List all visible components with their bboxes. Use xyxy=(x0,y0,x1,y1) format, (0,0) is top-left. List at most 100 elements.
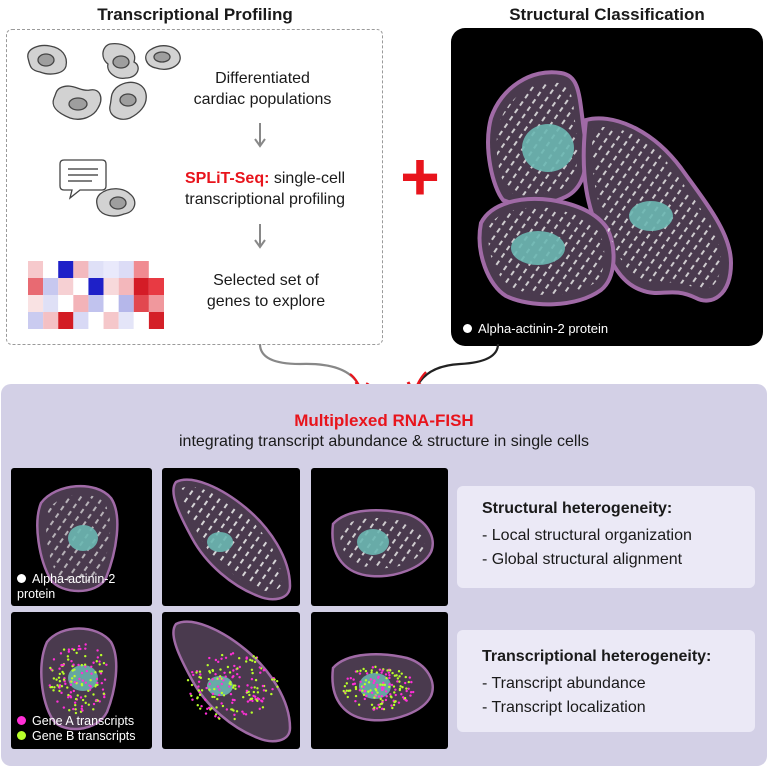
transcript-dot xyxy=(207,677,211,681)
transcript-dot xyxy=(357,703,361,706)
transcript-dot xyxy=(370,669,373,672)
transcript-dot xyxy=(233,713,236,717)
transcript-dot xyxy=(211,692,215,696)
transcript-dot xyxy=(71,669,74,672)
transcript-dot xyxy=(375,707,379,710)
transcript-dot xyxy=(249,658,252,662)
heatmap-cell xyxy=(103,278,119,295)
transcript-dot xyxy=(384,673,388,676)
transcript-dot xyxy=(98,660,101,663)
transcript-dot xyxy=(214,715,217,718)
transcript-dot xyxy=(77,663,80,667)
heatmap-cell xyxy=(58,295,74,312)
transcript-dot xyxy=(62,706,66,709)
transcript-dot xyxy=(84,695,87,698)
transcript-dot xyxy=(400,693,403,696)
transcript-dot xyxy=(381,669,384,672)
gene-a-dot-icon xyxy=(17,716,26,726)
transcript-dot xyxy=(75,651,78,655)
transcript-dot xyxy=(90,665,93,668)
transcript-dot xyxy=(384,698,388,702)
down-arrow-icon xyxy=(254,224,266,249)
transcript-dot xyxy=(404,681,407,685)
transcript-dot xyxy=(374,687,377,691)
protein-panel-2 xyxy=(162,468,300,606)
heatmap-cell xyxy=(73,261,89,278)
transcript-dot xyxy=(73,701,77,704)
transcript-dot xyxy=(204,712,208,715)
step2-rest: single-cell xyxy=(269,170,346,187)
rna-fish-subtitle: integrating transcript abundance & struc… xyxy=(179,433,589,450)
transcript-dot xyxy=(246,684,249,687)
transcriptional-item: - Transcript localization xyxy=(482,699,646,716)
transcript-dot xyxy=(348,689,352,692)
transcript-dot xyxy=(204,698,207,701)
transcript-dot xyxy=(381,688,384,691)
transcript-dot xyxy=(208,682,211,686)
transcript-dot xyxy=(70,677,74,680)
rna-fish-title: Multiplexed RNA-FISH xyxy=(294,411,474,430)
heatmap-cell xyxy=(43,312,59,329)
step2-line2: transcriptional profiling xyxy=(184,191,346,208)
transcript-dot xyxy=(379,683,382,686)
transcript-dot xyxy=(397,701,401,704)
heatmap-cell xyxy=(103,261,119,278)
heatmap-cell xyxy=(88,312,104,329)
transcript-dot xyxy=(84,701,87,705)
transcript-dot xyxy=(380,695,384,698)
transcript-dot xyxy=(99,672,103,675)
transcript-dot xyxy=(218,677,222,680)
transcript-dot xyxy=(380,702,384,705)
protein-dot-icon xyxy=(17,574,26,584)
transcript-dot xyxy=(105,663,108,666)
transcript-dot xyxy=(92,702,96,706)
transcript-dot xyxy=(214,713,218,716)
transcript-dot xyxy=(244,713,248,716)
transcript-dot xyxy=(352,678,355,681)
transcript-dot xyxy=(218,675,222,678)
transcript-dot xyxy=(233,717,236,721)
transcript-dot xyxy=(246,700,250,703)
transcript-dot xyxy=(231,698,235,702)
plus-sign: + xyxy=(400,139,440,215)
transcript-dot xyxy=(219,668,222,671)
transcript-dot xyxy=(375,671,379,674)
transcript-dot xyxy=(261,700,264,703)
transcript-dot xyxy=(354,699,357,703)
protein-panel-3 xyxy=(311,468,448,606)
transcript-dot xyxy=(364,679,368,682)
transcript-dot xyxy=(383,683,387,687)
transcript-dot xyxy=(228,685,231,688)
transcript-dot xyxy=(343,685,347,688)
transcript-dot xyxy=(94,671,97,674)
transcript-dot xyxy=(98,670,102,673)
transcript-dot xyxy=(362,693,366,697)
transcript-dot xyxy=(103,695,106,699)
transcript-dot xyxy=(66,696,70,699)
transcript-dot xyxy=(389,693,392,696)
transcript-dot xyxy=(208,656,211,660)
protein-panel-1: Alpha-actinin-2 protein xyxy=(11,468,152,606)
transcript-dot xyxy=(58,679,62,683)
transcript-dot xyxy=(254,656,258,660)
transcript-dot xyxy=(196,704,199,707)
transcript-dot xyxy=(363,682,367,686)
transcript-dot xyxy=(370,703,374,706)
transcript-dot xyxy=(95,677,99,681)
transcript-dot xyxy=(384,690,388,693)
heatmap-cell xyxy=(88,295,104,312)
transcript-dot xyxy=(371,666,375,669)
transcript-dot xyxy=(376,686,379,689)
transcript-dot xyxy=(60,663,63,667)
transcript-dot xyxy=(405,687,408,690)
transcript-dot xyxy=(79,647,82,651)
transcript-dot xyxy=(394,688,397,691)
transcript-dot xyxy=(225,708,229,711)
transcript-dot xyxy=(78,677,81,681)
transcript-dot xyxy=(101,688,105,691)
transcriptional-profiling-box xyxy=(6,29,383,345)
transcript-dot xyxy=(69,694,72,698)
structural-item: - Global structural alignment xyxy=(482,551,683,568)
transcript-dot xyxy=(237,685,241,688)
transcript-dot xyxy=(233,664,236,668)
